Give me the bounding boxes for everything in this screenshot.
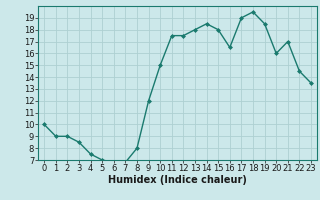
X-axis label: Humidex (Indice chaleur): Humidex (Indice chaleur) — [108, 175, 247, 185]
